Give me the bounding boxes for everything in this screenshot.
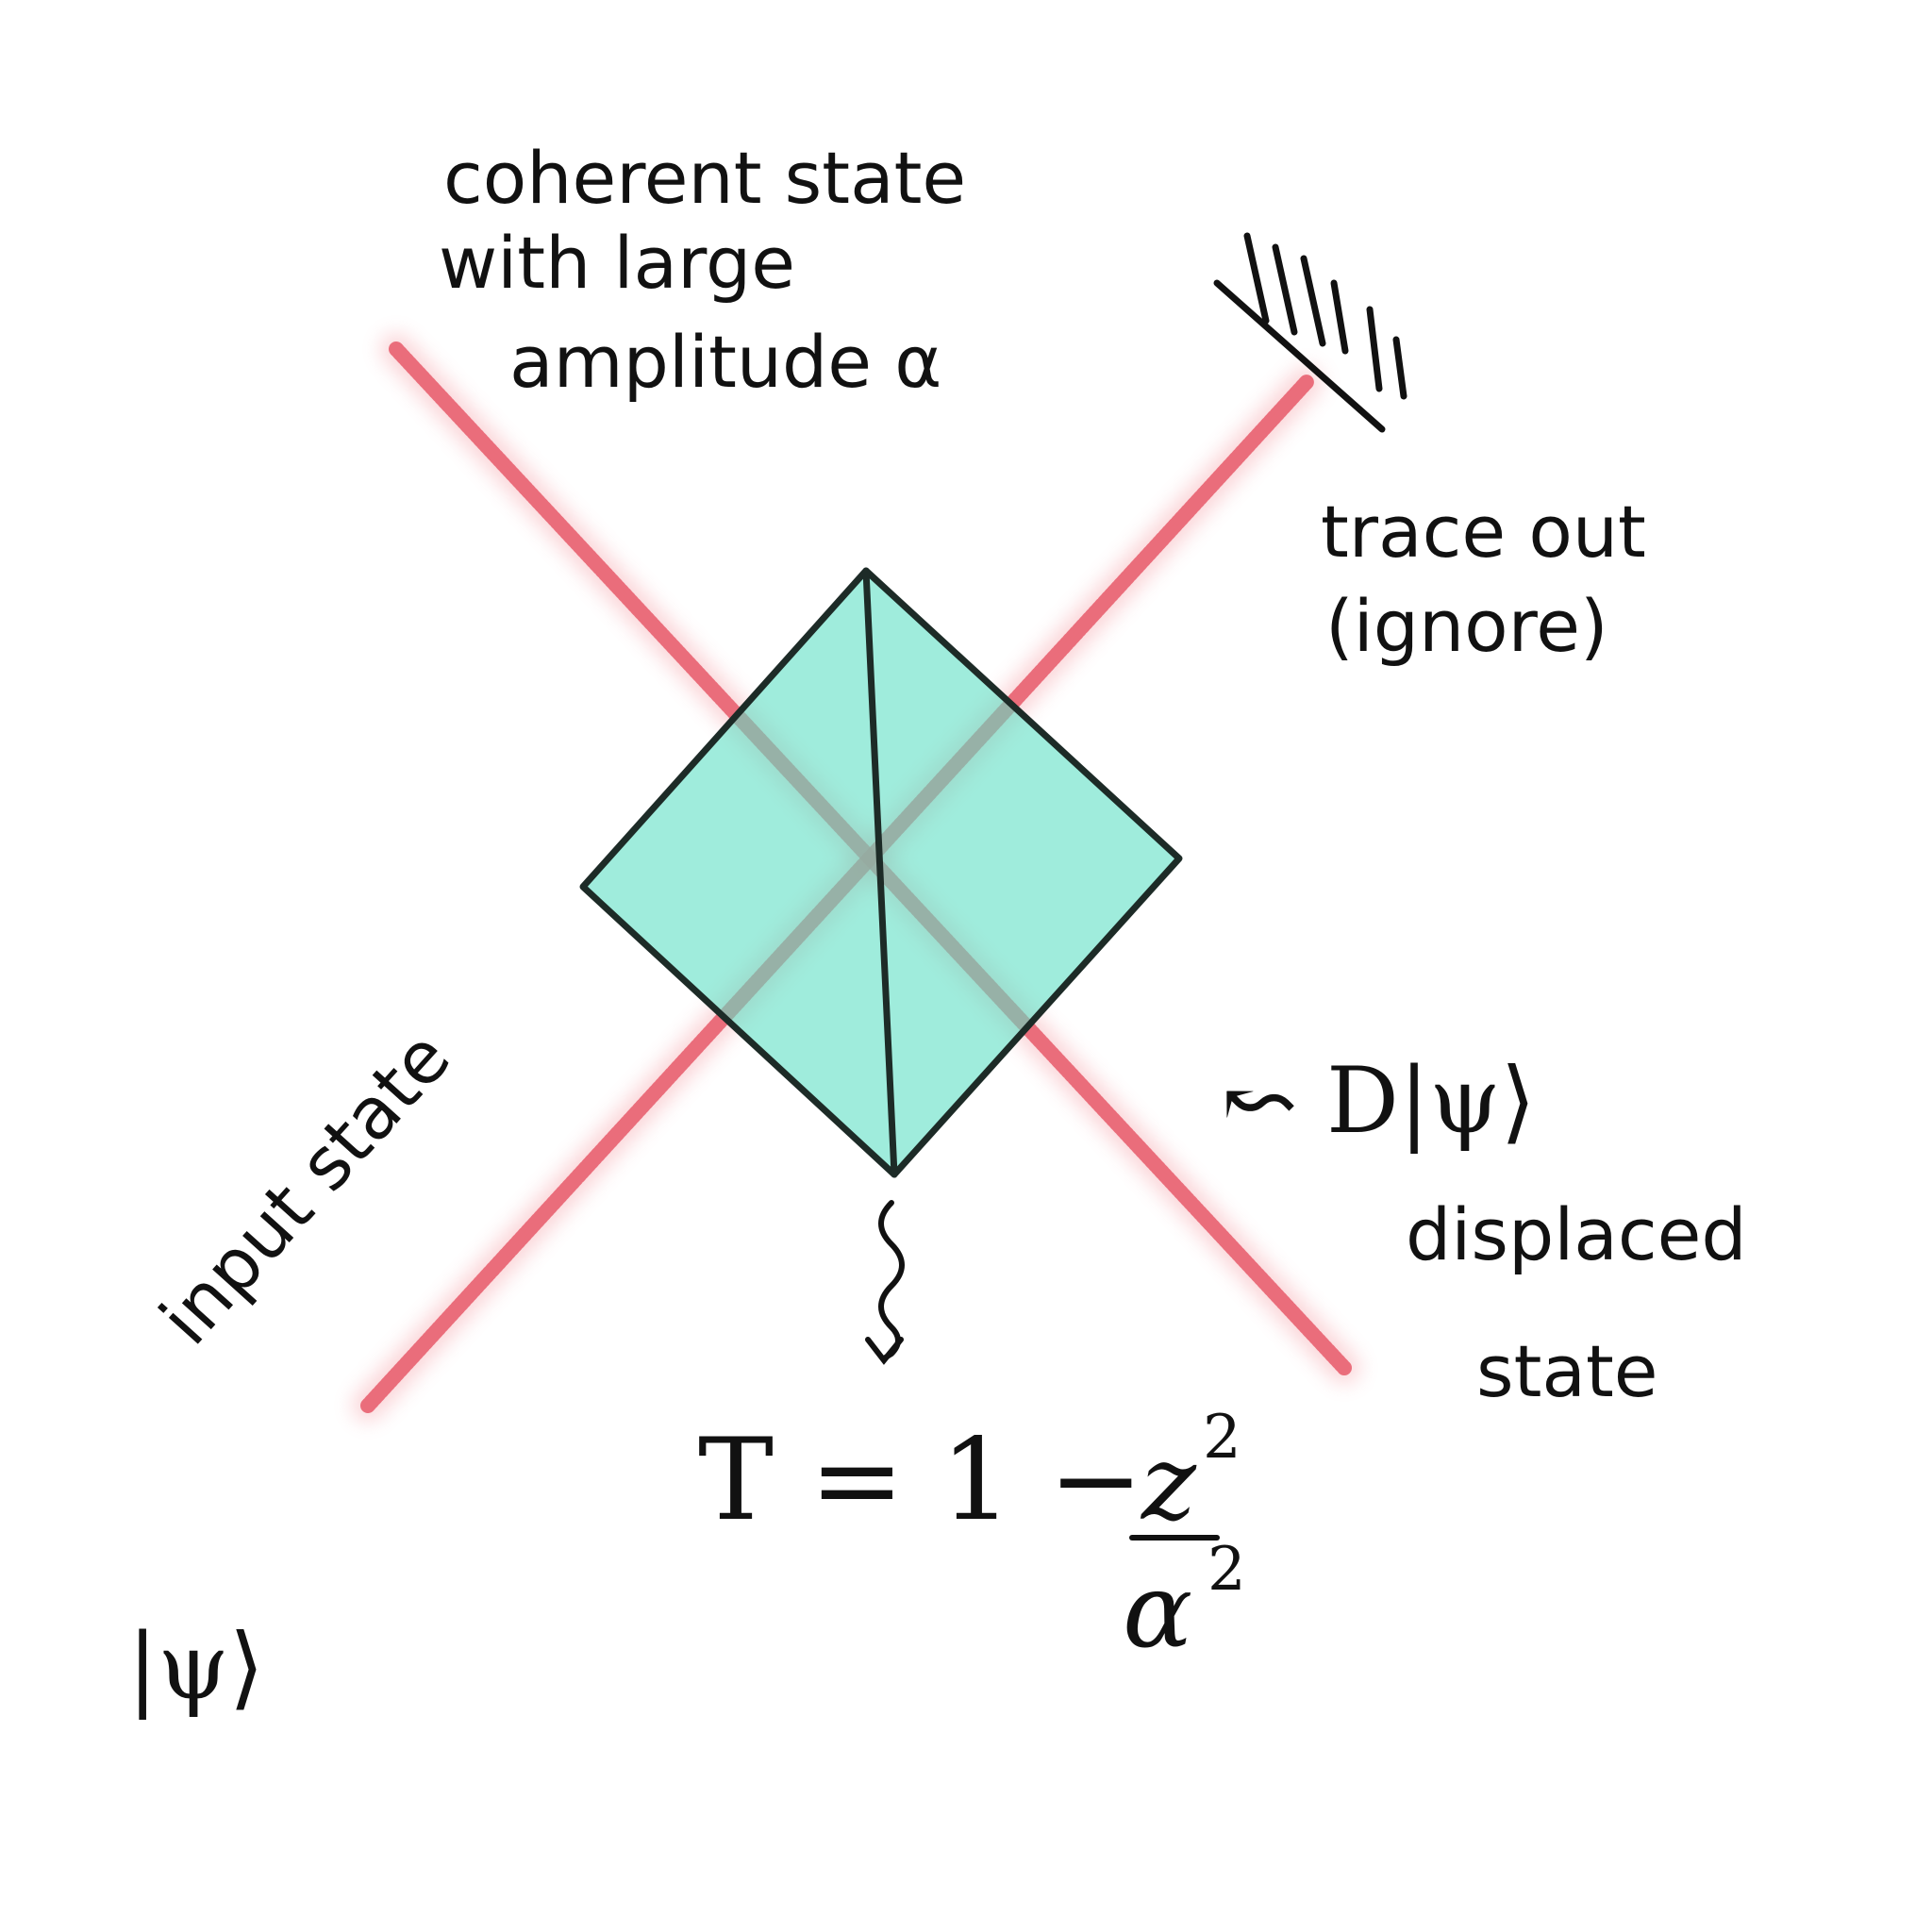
formula-numerator-exponent: 2 [1203, 1403, 1241, 1473]
coherent-state-line-1: coherent state [443, 136, 966, 220]
input-state-label: input state [143, 1015, 466, 1360]
displaced-ket-label: ↜ D|ψ⟩ [1222, 1048, 1536, 1154]
displaced-state-label: displaced state [1406, 1192, 1747, 1413]
coherent-state-line-3: amplitude α [509, 320, 941, 404]
formula-numerator: z [1140, 1423, 1197, 1543]
trace-out-hatch-icon [1213, 232, 1407, 433]
formula-denominator: α [1123, 1550, 1192, 1671]
displaced-state-line-1: displaced [1406, 1192, 1747, 1276]
trace-out-line-1: trace out [1321, 490, 1646, 574]
formula-lhs: T = 1 − [698, 1415, 1143, 1546]
beam-splitter [579, 567, 1183, 1178]
input-ket-label: |ψ⟩ [127, 1614, 264, 1720]
coherent-state-line-2: with large [439, 221, 795, 305]
displaced-state-line-2: state [1476, 1329, 1658, 1413]
wavy-arrow-icon [865, 1200, 905, 1365]
trace-out-line-2: (ignore) [1325, 584, 1608, 668]
formula-denominator-exponent: 2 [1208, 1535, 1246, 1605]
beam-splitter-diagonal [862, 567, 898, 1178]
coherent-state-label: coherent state with large amplitude α [439, 136, 966, 404]
trace-out-label: trace out (ignore) [1321, 490, 1646, 668]
transmissivity-formula: T = 1 − z 2 α 2 [698, 1403, 1246, 1671]
